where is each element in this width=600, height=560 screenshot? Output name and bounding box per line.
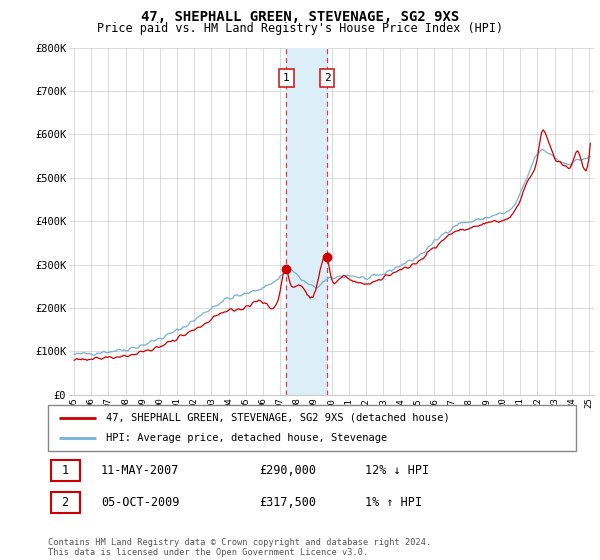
Text: 12% ↓ HPI: 12% ↓ HPI: [365, 464, 429, 477]
Text: HPI: Average price, detached house, Stevenage: HPI: Average price, detached house, Stev…: [106, 433, 388, 443]
Text: 2: 2: [324, 73, 331, 83]
Text: 47, SHEPHALL GREEN, STEVENAGE, SG2 9XS: 47, SHEPHALL GREEN, STEVENAGE, SG2 9XS: [141, 10, 459, 24]
FancyBboxPatch shape: [50, 492, 80, 513]
Bar: [286, 48, 327, 395]
Text: 1: 1: [62, 464, 69, 477]
Text: 11-MAY-2007: 11-MAY-2007: [101, 464, 179, 477]
Text: 47, SHEPHALL GREEN, STEVENAGE, SG2 9XS (detached house): 47, SHEPHALL GREEN, STEVENAGE, SG2 9XS (…: [106, 413, 450, 423]
Text: 1% ↑ HPI: 1% ↑ HPI: [365, 496, 422, 509]
Text: £317,500: £317,500: [259, 496, 316, 509]
FancyBboxPatch shape: [48, 405, 576, 451]
FancyBboxPatch shape: [50, 460, 80, 481]
Text: Contains HM Land Registry data © Crown copyright and database right 2024.
This d: Contains HM Land Registry data © Crown c…: [48, 538, 431, 557]
Text: Price paid vs. HM Land Registry's House Price Index (HPI): Price paid vs. HM Land Registry's House …: [97, 22, 503, 35]
Text: 05-OCT-2009: 05-OCT-2009: [101, 496, 179, 509]
Text: 1: 1: [283, 73, 290, 83]
Text: 2: 2: [62, 496, 69, 509]
Text: £290,000: £290,000: [259, 464, 316, 477]
